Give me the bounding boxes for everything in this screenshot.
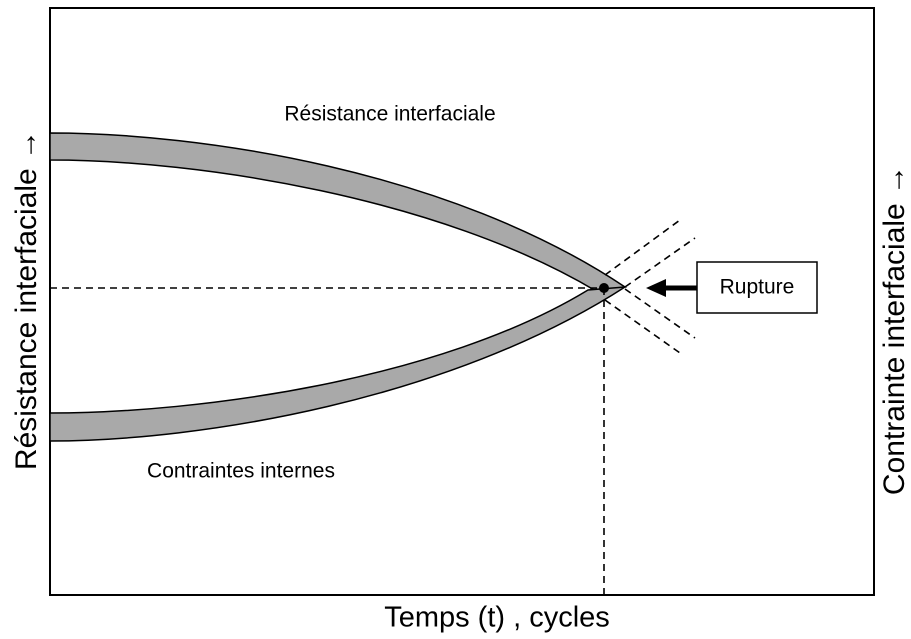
plot-frame [49, 7, 875, 596]
lower-band [49, 286, 626, 442]
rupture-box [696, 261, 818, 314]
curve-label: Résistance interfaciale [284, 103, 495, 126]
rupture-label: Rupture [720, 276, 795, 299]
upper-band [49, 132, 628, 292]
x-axis-label: Temps (t) , cycles [384, 602, 610, 634]
extension-line [624, 288, 696, 339]
arrow-head [646, 279, 666, 297]
curve-label: Contraintes internes [147, 460, 335, 483]
extension-line [604, 299, 681, 354]
y-left-label: Résistance interfaciale → [10, 130, 43, 470]
extension-line [604, 219, 681, 276]
rupture-point [599, 283, 609, 293]
extension-line [624, 237, 696, 288]
y-right-label: Contrainte interfaciale → [878, 165, 911, 495]
